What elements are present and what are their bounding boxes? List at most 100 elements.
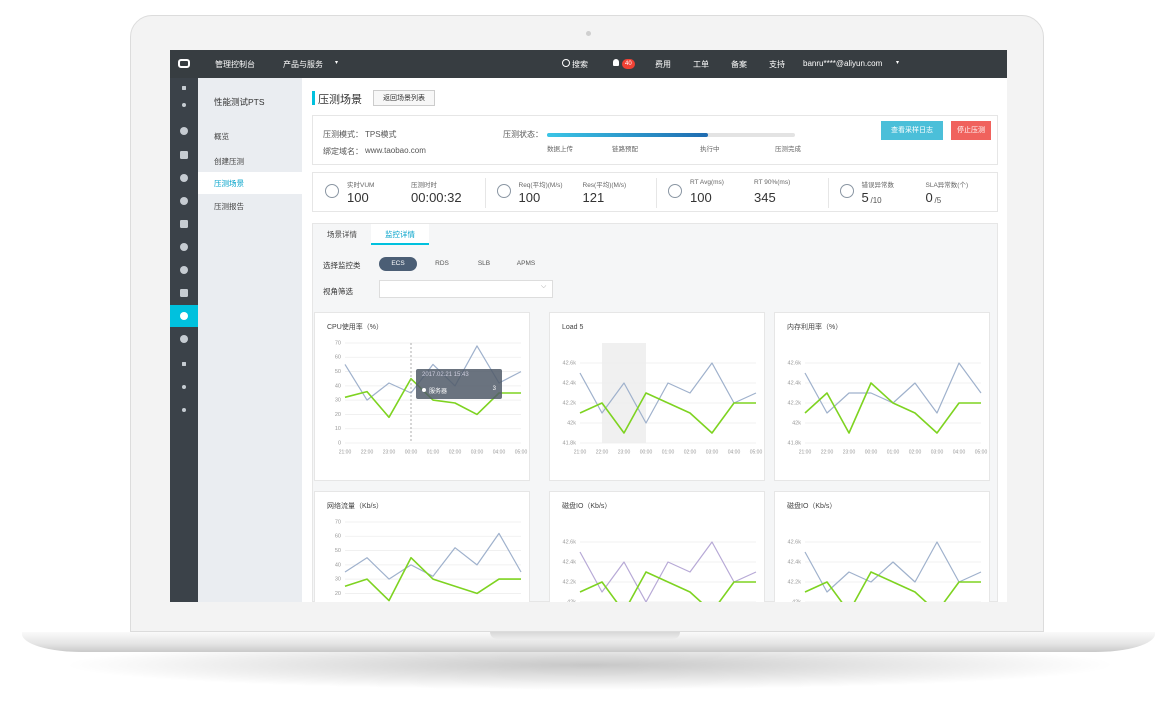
nav-icon[interactable]	[182, 86, 186, 90]
nav-icon[interactable]	[180, 312, 188, 320]
nav-icon[interactable]	[180, 289, 188, 297]
x-tick-label: 05:00	[750, 449, 763, 455]
nav-icon[interactable]	[180, 220, 188, 228]
nav-icon[interactable]	[182, 385, 186, 389]
chart-card: 网络流量（Kb/s）01020304050607021:0022:0023:00…	[314, 491, 530, 602]
x-tick-label: 04:00	[728, 449, 741, 455]
step-label: 数据上传	[547, 146, 573, 153]
icon-bar	[170, 78, 198, 602]
menu-title: 性能测试PTS	[214, 97, 265, 107]
series-line	[344, 532, 522, 580]
x-tick-label: 04:00	[493, 449, 506, 455]
user-menu[interactable]: banru****@aliyun.com	[803, 59, 883, 68]
chart-title: Load 5	[562, 324, 584, 331]
top-link[interactable]: 工单	[693, 60, 709, 69]
tooltip-value: 3	[492, 386, 496, 392]
x-tick-label: 00:00	[405, 449, 418, 455]
filter-pill[interactable]: SLB	[477, 260, 491, 267]
menu-item[interactable]: 压测报告	[214, 202, 244, 211]
x-tick-label: 01:00	[887, 449, 900, 455]
x-tick-label: 23:00	[843, 449, 856, 455]
mode-label: 压测模式：	[323, 130, 363, 139]
view-select[interactable]	[379, 280, 553, 298]
search-link[interactable]: 搜索	[572, 60, 588, 69]
nav-icon[interactable]	[182, 103, 186, 107]
y-tick-label: 42.4k	[788, 559, 802, 565]
y-tick-label: 0	[338, 440, 341, 446]
metrics-panel: 实时VUM 100 压测时时 00:00:32 Req(平均)(M/s) 100 Res(平…	[312, 172, 998, 212]
chart: CPU使用率（%） 0 10 20 30 40 50 60 70 21:00 22:00 23:00 0…	[327, 322, 528, 455]
y-tick-label: 20	[335, 591, 341, 597]
filter-pill[interactable]: RDS	[435, 260, 449, 267]
metric-value: 0	[925, 190, 933, 205]
metric-value: 345	[754, 190, 776, 205]
nav-icon[interactable]	[182, 408, 186, 412]
search-icon	[562, 59, 570, 67]
badge: 40	[622, 59, 635, 69]
metric-value: 00:00:32	[411, 190, 462, 205]
x-tick-label: 02:00	[684, 449, 697, 455]
y-tick-label: 30	[335, 398, 341, 404]
x-tick-label: 05:00	[515, 449, 528, 455]
chevron: ⌵	[541, 283, 547, 290]
products-menu[interactable]: 产品与服务	[283, 60, 323, 69]
back-button[interactable]: 返回场景列表	[373, 90, 435, 106]
x-tick-label: 03:00	[931, 449, 944, 455]
top-link[interactable]: 支持	[769, 60, 785, 69]
nav-icon[interactable]	[180, 197, 188, 205]
series-line	[579, 541, 757, 602]
menu-item[interactable]: 概览	[214, 132, 229, 141]
divider	[484, 178, 486, 208]
chart: 内存利用率（%） 41.8k 42k 42.2k 42.4k 42.6k 21:00 22:0…	[787, 322, 988, 455]
y-tick-label: 70	[335, 519, 341, 525]
tab[interactable]: 场景详情	[327, 230, 357, 239]
series-line	[804, 541, 982, 593]
filter-pill[interactable]: ECS	[379, 257, 417, 271]
log-button[interactable]: 查看采样日志	[881, 121, 943, 140]
y-tick-label: 41.8k	[788, 440, 802, 446]
top-bar: 管理控制台 产品与服务 ▾ 搜索 40 费用 工单 备案 支持 banru****@aliyun.…	[170, 50, 1007, 78]
console-link[interactable]: 管理控制台	[215, 60, 255, 69]
menu-item[interactable]: 压测场景	[214, 179, 244, 188]
chart-card: 磁盘IO（Kb/s）41.8k42k42.2k42.4k42.6k21:0022…	[774, 491, 990, 602]
menu-active-bg	[198, 172, 302, 194]
series-line	[804, 571, 981, 602]
nav-icon[interactable]	[180, 151, 188, 159]
nav-icon[interactable]	[180, 335, 188, 343]
y-tick-label: 42.2k	[788, 579, 802, 585]
x-tick-label: 05:00	[975, 449, 988, 455]
y-tick-label: 42k	[792, 420, 801, 426]
top-link[interactable]: 备案	[731, 60, 747, 69]
stop-button[interactable]: 停止压测	[951, 121, 991, 140]
series-line	[344, 377, 521, 419]
nav-icon[interactable]	[180, 174, 188, 182]
chart: 磁盘IO（Kb/s）41.8k42k42.2k42.4k42.6k21:0022…	[562, 501, 757, 602]
series-line	[579, 571, 756, 602]
y-tick-label: 42.4k	[563, 380, 577, 386]
nav-icon[interactable]	[182, 362, 186, 366]
side-menu: 性能测试PTS 概览创建压测压测场景压测报告	[198, 78, 302, 602]
info-panel: 压测模式： TPS模式 绑定域名： www.taobao.com 压测状态： 数据上传 链路…	[312, 115, 998, 165]
chart: 磁盘IO（Kb/s）41.8k42k42.2k42.4k42.6k21:0022…	[787, 501, 982, 602]
y-tick-label: 42.6k	[563, 539, 577, 545]
metric-label: RT Avg(ms)	[690, 179, 724, 186]
series-line	[804, 362, 982, 414]
chart-card: CPU使用率（%） 0 10 20 30 40 50 60 70 21:00 22:00 23:00 0…	[314, 312, 530, 481]
y-tick-label: 42k	[567, 420, 576, 426]
top-link[interactable]: 费用	[655, 60, 671, 69]
metric-value: 121	[582, 190, 605, 205]
caret: ▾	[335, 60, 339, 66]
x-tick-label: 00:00	[640, 449, 653, 455]
y-tick-label: 42.4k	[788, 380, 802, 386]
y-tick-label: 42.2k	[563, 400, 577, 406]
y-tick-label: 30	[335, 577, 341, 583]
menu-item[interactable]: 创建压测	[214, 157, 244, 166]
series-line	[344, 556, 521, 602]
nav-icon[interactable]	[180, 266, 188, 274]
filter-pill[interactable]: APMS	[516, 260, 536, 267]
nav-icon[interactable]	[180, 243, 188, 251]
y-tick-label: 60	[335, 534, 341, 540]
chart-title: 网络流量（Kb/s）	[327, 501, 383, 510]
tab[interactable]: 监控详情	[371, 224, 429, 245]
nav-icon[interactable]	[180, 127, 188, 135]
